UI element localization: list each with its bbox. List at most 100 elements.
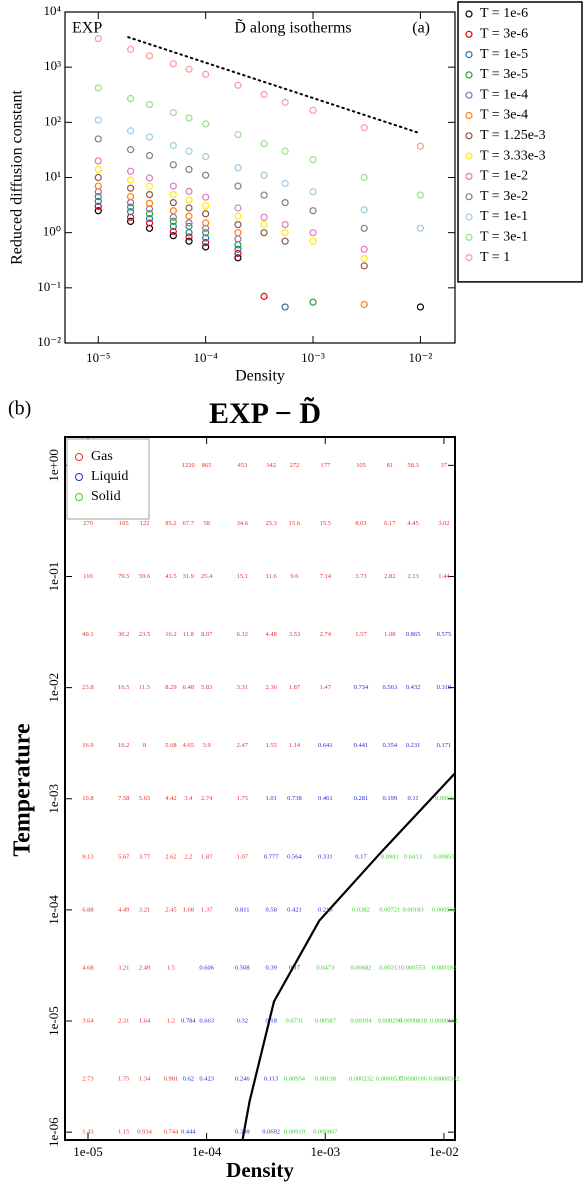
data-point <box>169 182 177 190</box>
data-point <box>360 262 368 270</box>
value-label: 5.65 <box>139 795 150 802</box>
data-point <box>360 206 368 214</box>
y-tick-label: 10⁻¹ <box>37 279 61 294</box>
data-point <box>169 109 177 117</box>
legend-label: T = 1 <box>480 250 510 265</box>
value-label: 0.784 <box>181 1018 196 1025</box>
value-label: 105 <box>356 462 366 469</box>
data-point <box>260 140 268 148</box>
legend-label: T = 3e-2 <box>480 189 528 204</box>
value-label: 0.432 <box>406 684 421 691</box>
y-tick-label: 1e-04 <box>46 895 61 925</box>
data-point <box>169 232 177 240</box>
value-label: 1.57 <box>355 631 367 638</box>
annotation: EXP <box>72 20 102 37</box>
data-point <box>260 191 268 199</box>
legend-marker <box>75 453 83 461</box>
value-label: 1.87 <box>289 684 301 691</box>
legend-marker <box>465 233 473 241</box>
data-point <box>185 212 193 220</box>
value-label: 1.14 <box>289 742 301 749</box>
value-label: 6.17 <box>384 520 396 527</box>
value-label: 0.000232 <box>349 1076 373 1083</box>
value-label: 0.0000162 <box>430 1018 458 1025</box>
data-point <box>126 45 135 53</box>
value-label: 15.5 <box>320 520 331 527</box>
value-label: 23.8 <box>82 684 93 691</box>
value-label: 0.000182 <box>432 964 456 971</box>
value-label: 0.0473 <box>316 964 334 971</box>
value-label: 0.00721 <box>379 906 400 913</box>
value-label: 34.6 <box>237 520 249 527</box>
value-label: 122 <box>140 520 150 527</box>
value-label: 0.00954 <box>284 1076 306 1083</box>
value-label: 15.1 <box>237 573 248 580</box>
y-axis-label: Temperature <box>10 723 36 857</box>
data-point <box>185 219 193 227</box>
value-label: 1.37 <box>201 906 213 913</box>
y-tick-label: 10² <box>44 113 61 128</box>
value-label: 0.0663 <box>435 795 453 802</box>
data-point <box>260 90 268 99</box>
value-label: 0.000867 <box>313 1129 338 1136</box>
value-label: 11.5 <box>139 684 150 691</box>
data-point <box>185 237 193 245</box>
value-label: 0.113 <box>264 1076 278 1083</box>
data-point <box>309 229 317 237</box>
data-point <box>126 193 135 201</box>
legend-marker <box>75 493 83 501</box>
data-point <box>126 127 135 135</box>
data-point <box>416 303 425 311</box>
value-label: 165 <box>119 520 129 527</box>
legend-label: T = 1e-2 <box>480 169 528 184</box>
data-point <box>416 224 425 232</box>
legend-label: T = 1e-1 <box>480 209 528 224</box>
value-label: 2.74 <box>201 795 213 802</box>
value-label: 0.308 <box>235 1129 250 1136</box>
value-label: 0.0692 <box>262 1129 280 1136</box>
data-point <box>260 213 268 221</box>
data-point <box>94 197 102 205</box>
data-point <box>202 234 210 242</box>
data-point <box>169 141 177 150</box>
data-point <box>145 100 154 109</box>
phase-boundary <box>241 772 456 1142</box>
y-tick-label: 10¹ <box>44 168 61 183</box>
data-point <box>94 207 102 215</box>
data-point <box>94 165 102 174</box>
data-point <box>185 233 193 241</box>
annotation: D̃ along isotherms <box>234 19 351 37</box>
legend-marker <box>465 91 473 99</box>
value-label: 0.281 <box>354 795 369 802</box>
value-label: 11.8 <box>183 631 194 638</box>
data-point <box>360 300 368 309</box>
legend-label: T = 3e-6 <box>480 27 528 42</box>
value-label: 342 <box>266 462 276 469</box>
value-label: 0.213 <box>318 906 333 913</box>
value-label: 2.82 <box>384 573 395 580</box>
data-point <box>169 207 177 215</box>
data-point <box>281 179 289 188</box>
value-label: 15.6 <box>289 520 301 527</box>
value-label: 0.0000818 <box>399 1018 427 1025</box>
legend-marker <box>465 193 473 201</box>
value-label: 3.4 <box>184 795 193 802</box>
value-label: 0.734 <box>354 684 369 691</box>
data-point <box>234 221 242 229</box>
value-label: 0.231 <box>406 742 421 749</box>
value-label: 1.15 <box>118 1129 129 1136</box>
value-label: 0.00138 <box>315 1076 336 1083</box>
value-label: 0.18 <box>265 1018 276 1025</box>
data-point <box>169 199 177 207</box>
value-label: 0.575 <box>437 631 452 638</box>
value-label: 4.48 <box>265 631 276 638</box>
data-point <box>185 165 193 174</box>
data-point <box>281 229 289 237</box>
value-label: 11.6 <box>266 573 278 580</box>
value-label: 1.08 <box>384 631 395 638</box>
value-label: 1.34 <box>139 1076 151 1083</box>
data-point <box>281 221 289 229</box>
value-label: 2.73 <box>82 1076 93 1083</box>
value-label: 81 <box>387 462 394 469</box>
